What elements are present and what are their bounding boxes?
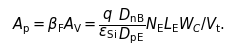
Text: $A_{\mathrm{p}} = \beta_{\mathrm{F}}A_{\mathrm{V}} = \dfrac{q}{\varepsilon_{\mat: $A_{\mathrm{p}} = \beta_{\mathrm{F}}A_{\…	[12, 6, 224, 46]
